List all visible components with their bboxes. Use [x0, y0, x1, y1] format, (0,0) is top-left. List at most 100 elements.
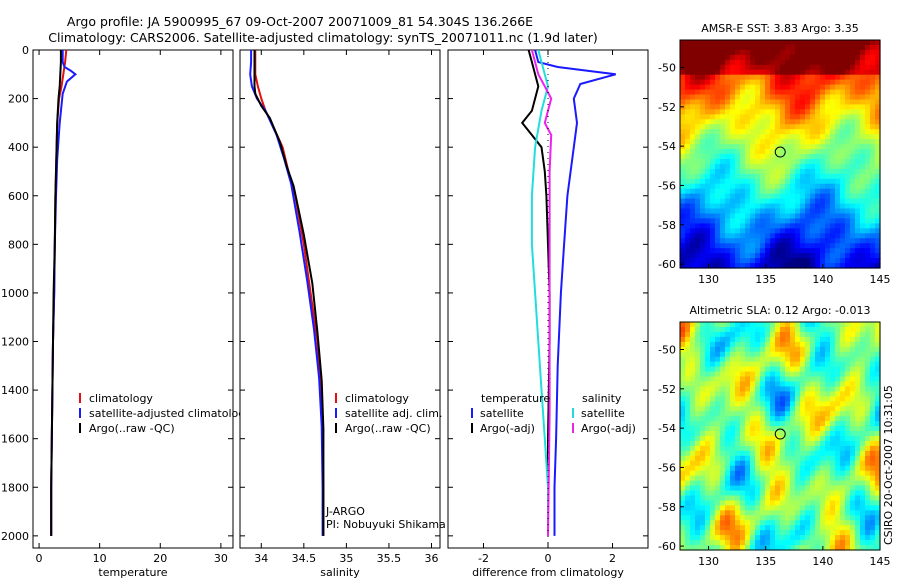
heatmap-cell: [765, 366, 771, 373]
heatmap-cell: [765, 411, 771, 417]
heatmap-cell: [705, 168, 711, 175]
heatmap-cell: [750, 134, 756, 140]
heatmap-cell: [685, 188, 691, 195]
heatmap-cell: [715, 351, 721, 358]
heatmap-cell: [725, 198, 731, 205]
heatmap-cell: [810, 253, 816, 259]
heatmap-cell: [835, 331, 841, 338]
heatmap-cell: [690, 341, 696, 348]
heatmap-cell: [875, 455, 881, 462]
heatmap-cell: [785, 193, 791, 200]
heatmap-cell: [860, 233, 866, 239]
heatmap-cell: [745, 64, 751, 71]
heatmap-cell: [720, 74, 726, 81]
heatmap-cell: [705, 356, 711, 363]
heatmap-cell: [700, 475, 706, 482]
heatmap-cell: [835, 500, 841, 506]
heatmap-cell: [820, 445, 826, 452]
heatmap-cell: [820, 158, 826, 165]
heatmap-cell: [680, 238, 686, 244]
heatmap-cell: [810, 366, 816, 373]
heatmap-cell: [865, 84, 871, 91]
heatmap-cell: [835, 79, 841, 86]
heatmap-cell: [830, 158, 836, 165]
heatmap-cell: [745, 40, 751, 46]
heatmap-cell: [780, 356, 786, 363]
heatmap-cell: [770, 381, 776, 388]
heatmap-cell: [775, 525, 781, 531]
heatmap-cell: [865, 356, 871, 363]
heatmap-cell: [860, 376, 866, 383]
heatmap-cell: [680, 243, 686, 249]
heatmap-cell: [855, 228, 861, 234]
heatmap-cell: [725, 322, 731, 328]
heatmap-cell: [845, 64, 851, 71]
heatmap-cell: [800, 258, 806, 264]
heatmap-cell: [845, 40, 851, 46]
heatmap-cell: [860, 331, 866, 338]
heatmap-cell: [780, 421, 786, 427]
heatmap-cell: [800, 183, 806, 190]
heatmap-cell: [845, 253, 851, 259]
heatmap-cell: [755, 376, 761, 383]
heatmap-cell: [795, 193, 801, 200]
heatmap-cell: [795, 223, 801, 229]
heatmap-cell: [755, 465, 761, 472]
heatmap-cell: [865, 54, 871, 61]
heatmap-cell: [740, 341, 746, 348]
heatmap-cell: [775, 465, 781, 472]
heatmap-cell: [725, 366, 731, 373]
heatmap-cell: [695, 460, 701, 467]
heatmap-cell: [850, 183, 856, 190]
heatmap-cell: [715, 89, 721, 96]
heatmap-cell: [725, 213, 731, 220]
heatmap-cell: [845, 470, 851, 477]
heatmap-cell: [735, 525, 741, 531]
heatmap-cell: [830, 530, 836, 536]
heatmap-cell: [745, 74, 751, 81]
heatmap-cell: [830, 361, 836, 368]
heatmap-cell: [780, 326, 786, 333]
heatmap-cell: [870, 208, 876, 215]
heatmap-cell: [875, 208, 881, 215]
heatmap-cell: [740, 163, 746, 170]
heatmap-cell: [795, 376, 801, 383]
heatmap-cell: [870, 331, 876, 338]
heatmap-cell: [810, 173, 816, 180]
heatmap-cell: [835, 450, 841, 457]
heatmap-cell: [735, 421, 741, 427]
heatmap-cell: [740, 411, 746, 417]
heatmap-cell: [865, 460, 871, 467]
heatmap-cell: [765, 144, 771, 150]
heatmap-cell: [770, 49, 776, 56]
heatmap-cell: [755, 208, 761, 215]
heatmap-cell: [785, 336, 791, 343]
heatmap-cell: [805, 134, 811, 140]
heatmap-cell: [795, 89, 801, 96]
heatmap-cell: [830, 223, 836, 229]
heatmap-cell: [680, 40, 686, 46]
plot-frame: [32, 49, 234, 549]
heatmap-cell: [775, 163, 781, 170]
heatmap-cell: [720, 485, 726, 492]
heatmap-cell: [705, 158, 711, 165]
heatmap-cell: [780, 520, 786, 526]
heatmap-cell: [770, 376, 776, 383]
heatmap-cell: [845, 436, 851, 442]
heatmap-cell: [875, 480, 881, 487]
heatmap-cell: [875, 183, 881, 190]
heatmap-cell: [815, 475, 821, 482]
heatmap-cell: [835, 84, 841, 91]
heatmap-cell: [745, 480, 751, 487]
heatmap-cell: [725, 475, 731, 482]
heatmap-cell: [715, 421, 721, 427]
heatmap-cell: [840, 322, 846, 328]
heatmap-cell: [745, 228, 751, 234]
heatmap-cell: [840, 208, 846, 215]
heatmap-cell: [750, 421, 756, 427]
heatmap-cell: [760, 59, 766, 66]
heatmap-cell: [735, 134, 741, 140]
heatmap-cell: [840, 396, 846, 402]
heatmap-cell: [770, 144, 776, 150]
